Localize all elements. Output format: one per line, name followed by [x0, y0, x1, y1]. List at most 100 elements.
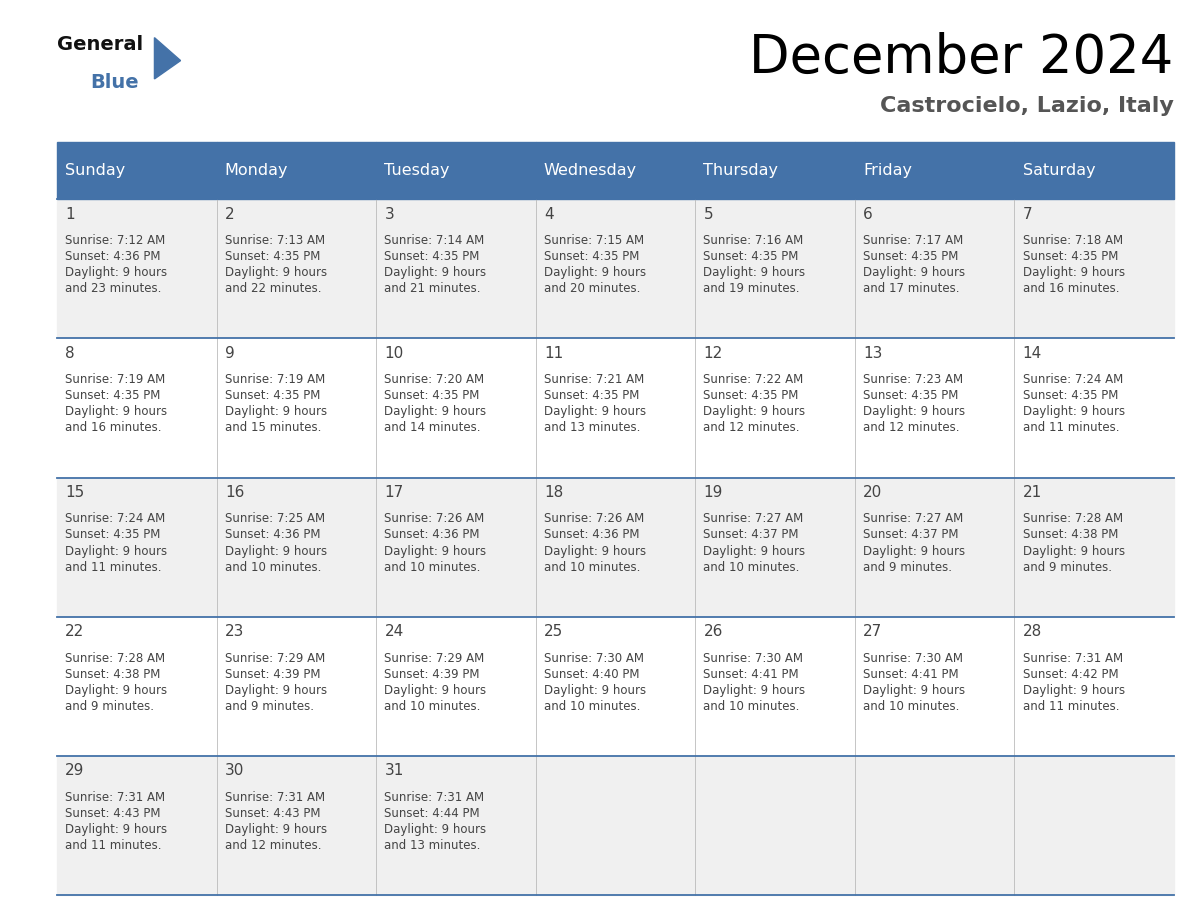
- Bar: [1015, 142, 1174, 199]
- Text: and 10 minutes.: and 10 minutes.: [544, 561, 640, 574]
- Text: Daylight: 9 hours: Daylight: 9 hours: [225, 266, 327, 279]
- Text: 21: 21: [1023, 485, 1042, 500]
- Text: Sunrise: 7:17 AM: Sunrise: 7:17 AM: [862, 234, 963, 247]
- Text: Daylight: 9 hours: Daylight: 9 hours: [385, 406, 487, 419]
- Text: Sunrise: 7:25 AM: Sunrise: 7:25 AM: [225, 512, 326, 525]
- Text: Sunrise: 7:14 AM: Sunrise: 7:14 AM: [385, 234, 485, 247]
- Text: Sunrise: 7:19 AM: Sunrise: 7:19 AM: [225, 374, 326, 386]
- Text: Sunrise: 7:26 AM: Sunrise: 7:26 AM: [544, 512, 644, 525]
- Text: 26: 26: [703, 624, 722, 639]
- Text: Sunrise: 7:31 AM: Sunrise: 7:31 AM: [225, 790, 326, 804]
- Text: 4: 4: [544, 207, 554, 221]
- Text: and 9 minutes.: and 9 minutes.: [225, 700, 314, 712]
- Text: and 10 minutes.: and 10 minutes.: [385, 700, 481, 712]
- Text: Sunset: 4:36 PM: Sunset: 4:36 PM: [65, 251, 160, 263]
- Text: Daylight: 9 hours: Daylight: 9 hours: [862, 544, 965, 557]
- Text: Tuesday: Tuesday: [385, 163, 450, 178]
- Text: Sunrise: 7:27 AM: Sunrise: 7:27 AM: [703, 512, 804, 525]
- Bar: [854, 142, 1015, 199]
- Text: Sunrise: 7:31 AM: Sunrise: 7:31 AM: [65, 790, 165, 804]
- Text: Sunrise: 7:21 AM: Sunrise: 7:21 AM: [544, 374, 644, 386]
- Text: 16: 16: [225, 485, 245, 500]
- Text: Daylight: 9 hours: Daylight: 9 hours: [65, 823, 168, 836]
- Text: 2: 2: [225, 207, 234, 221]
- Text: Monday: Monday: [225, 163, 289, 178]
- Text: and 19 minutes.: and 19 minutes.: [703, 283, 800, 296]
- Text: Sunset: 4:43 PM: Sunset: 4:43 PM: [225, 807, 321, 820]
- Text: Sunset: 4:35 PM: Sunset: 4:35 PM: [385, 389, 480, 402]
- Text: Sunrise: 7:30 AM: Sunrise: 7:30 AM: [862, 652, 963, 665]
- Text: Sunset: 4:35 PM: Sunset: 4:35 PM: [862, 251, 959, 263]
- Text: Daylight: 9 hours: Daylight: 9 hours: [703, 406, 805, 419]
- Text: General: General: [57, 35, 143, 54]
- Text: and 11 minutes.: and 11 minutes.: [65, 561, 162, 574]
- Text: Sunset: 4:36 PM: Sunset: 4:36 PM: [385, 529, 480, 542]
- Polygon shape: [154, 38, 181, 79]
- Text: and 11 minutes.: and 11 minutes.: [65, 839, 162, 852]
- Text: and 9 minutes.: and 9 minutes.: [862, 561, 952, 574]
- Text: Daylight: 9 hours: Daylight: 9 hours: [65, 544, 168, 557]
- Text: Sunset: 4:35 PM: Sunset: 4:35 PM: [703, 251, 798, 263]
- Text: Daylight: 9 hours: Daylight: 9 hours: [544, 684, 646, 697]
- Text: Sunset: 4:35 PM: Sunset: 4:35 PM: [703, 389, 798, 402]
- Bar: [377, 142, 536, 199]
- Text: Daylight: 9 hours: Daylight: 9 hours: [65, 406, 168, 419]
- Text: Sunset: 4:37 PM: Sunset: 4:37 PM: [862, 529, 959, 542]
- Text: Sunset: 4:38 PM: Sunset: 4:38 PM: [65, 667, 160, 680]
- Text: Castrocielo, Lazio, Italy: Castrocielo, Lazio, Italy: [880, 96, 1174, 117]
- Text: Sunset: 4:35 PM: Sunset: 4:35 PM: [1023, 251, 1118, 263]
- Text: 6: 6: [862, 207, 873, 221]
- Text: and 13 minutes.: and 13 minutes.: [385, 839, 481, 852]
- Text: 27: 27: [862, 624, 883, 639]
- Text: Sunset: 4:35 PM: Sunset: 4:35 PM: [544, 389, 639, 402]
- Text: Daylight: 9 hours: Daylight: 9 hours: [225, 684, 327, 697]
- Text: Daylight: 9 hours: Daylight: 9 hours: [385, 684, 487, 697]
- Text: Sunset: 4:44 PM: Sunset: 4:44 PM: [385, 807, 480, 820]
- Bar: [57, 756, 1174, 895]
- Text: 29: 29: [65, 763, 84, 778]
- Text: Daylight: 9 hours: Daylight: 9 hours: [703, 544, 805, 557]
- Text: Sunset: 4:38 PM: Sunset: 4:38 PM: [1023, 529, 1118, 542]
- Text: Daylight: 9 hours: Daylight: 9 hours: [862, 406, 965, 419]
- Text: Daylight: 9 hours: Daylight: 9 hours: [544, 406, 646, 419]
- Text: Daylight: 9 hours: Daylight: 9 hours: [544, 266, 646, 279]
- Text: Daylight: 9 hours: Daylight: 9 hours: [65, 684, 168, 697]
- Text: Sunrise: 7:24 AM: Sunrise: 7:24 AM: [1023, 374, 1123, 386]
- Text: and 10 minutes.: and 10 minutes.: [225, 561, 321, 574]
- Text: 19: 19: [703, 485, 722, 500]
- Text: 24: 24: [385, 624, 404, 639]
- Text: Sunset: 4:36 PM: Sunset: 4:36 PM: [544, 529, 639, 542]
- Text: and 12 minutes.: and 12 minutes.: [225, 839, 322, 852]
- Text: Sunrise: 7:29 AM: Sunrise: 7:29 AM: [225, 652, 326, 665]
- Bar: [57, 617, 1174, 756]
- Text: Sunset: 4:41 PM: Sunset: 4:41 PM: [703, 667, 800, 680]
- Text: 1: 1: [65, 207, 75, 221]
- Text: and 10 minutes.: and 10 minutes.: [385, 561, 481, 574]
- Text: and 11 minutes.: and 11 minutes.: [1023, 700, 1119, 712]
- Text: Daylight: 9 hours: Daylight: 9 hours: [1023, 266, 1125, 279]
- Text: and 21 minutes.: and 21 minutes.: [385, 283, 481, 296]
- Text: 15: 15: [65, 485, 84, 500]
- Text: Sunset: 4:35 PM: Sunset: 4:35 PM: [544, 251, 639, 263]
- Text: 30: 30: [225, 763, 245, 778]
- Bar: [57, 477, 1174, 617]
- Text: Daylight: 9 hours: Daylight: 9 hours: [1023, 684, 1125, 697]
- Text: and 10 minutes.: and 10 minutes.: [703, 700, 800, 712]
- Text: Sunset: 4:35 PM: Sunset: 4:35 PM: [65, 389, 160, 402]
- Text: Thursday: Thursday: [703, 163, 778, 178]
- Text: Daylight: 9 hours: Daylight: 9 hours: [65, 266, 168, 279]
- Text: Daylight: 9 hours: Daylight: 9 hours: [225, 823, 327, 836]
- Text: and 20 minutes.: and 20 minutes.: [544, 283, 640, 296]
- Text: and 10 minutes.: and 10 minutes.: [862, 700, 960, 712]
- Text: 12: 12: [703, 346, 722, 361]
- Text: Sunset: 4:36 PM: Sunset: 4:36 PM: [225, 529, 321, 542]
- Text: Daylight: 9 hours: Daylight: 9 hours: [385, 823, 487, 836]
- Text: Sunrise: 7:15 AM: Sunrise: 7:15 AM: [544, 234, 644, 247]
- Text: Saturday: Saturday: [1023, 163, 1095, 178]
- Text: Sunset: 4:41 PM: Sunset: 4:41 PM: [862, 667, 959, 680]
- Text: Sunrise: 7:22 AM: Sunrise: 7:22 AM: [703, 374, 804, 386]
- Text: Sunrise: 7:19 AM: Sunrise: 7:19 AM: [65, 374, 165, 386]
- Text: Friday: Friday: [862, 163, 912, 178]
- Bar: [57, 199, 1174, 339]
- Text: 23: 23: [225, 624, 245, 639]
